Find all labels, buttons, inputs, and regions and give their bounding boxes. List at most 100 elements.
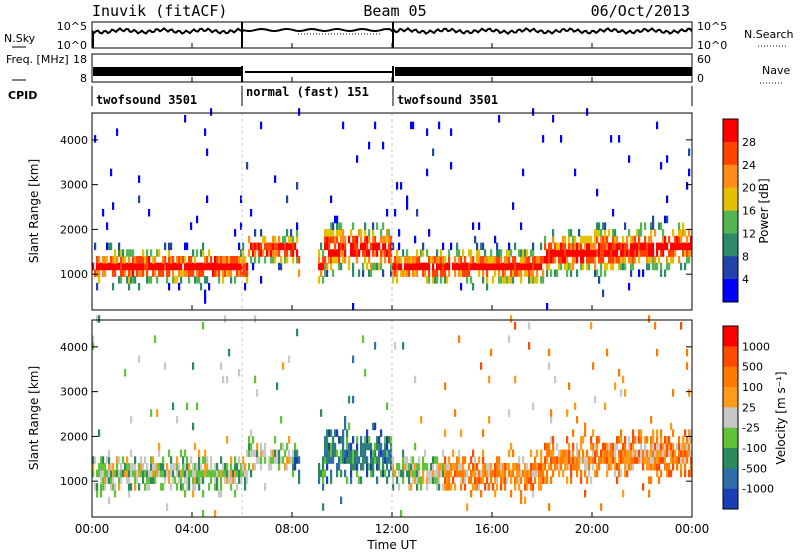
- data-cell: [248, 449, 251, 458]
- data-cell: [218, 489, 221, 498]
- data-cell: [150, 476, 153, 484]
- data-cell: [118, 262, 121, 271]
- data-cell: [604, 449, 607, 458]
- data-cell: [638, 456, 641, 464]
- data-cell: [688, 249, 691, 257]
- data-cell: [374, 262, 377, 271]
- data-cell: [356, 456, 359, 464]
- data-cell: [572, 456, 575, 464]
- data-cell: [492, 483, 495, 491]
- data-cell: [542, 276, 545, 284]
- data-cell: [380, 449, 383, 458]
- data-cell: [124, 262, 127, 271]
- data-cell: [554, 269, 557, 277]
- beam-title: Beam 05: [363, 2, 426, 20]
- data-cell: [366, 463, 369, 471]
- data-cell: [684, 449, 687, 458]
- data-cell: [226, 463, 229, 471]
- data-cell: [270, 449, 273, 458]
- data-cell: [398, 256, 401, 264]
- data-cell: [402, 449, 405, 458]
- data-cell: [520, 269, 523, 277]
- data-cell: [144, 256, 147, 264]
- data-cell: [668, 262, 671, 271]
- data-cell: [556, 269, 559, 277]
- data-cell: [606, 242, 609, 251]
- data-cell: [180, 262, 183, 271]
- data-cell: [208, 469, 211, 478]
- data-cell: [536, 256, 539, 264]
- data-cell: [384, 249, 387, 257]
- data-cell: [350, 229, 353, 237]
- data-cell: [684, 242, 687, 251]
- data-cell: [112, 282, 115, 291]
- data-cell: [414, 256, 417, 264]
- data-cell: [170, 262, 173, 271]
- data-cell: [112, 256, 115, 264]
- data-cell: [374, 235, 377, 244]
- data-cell: [616, 242, 619, 251]
- data-cell: [668, 463, 671, 471]
- data-cell: [394, 269, 397, 277]
- data-cell: [640, 229, 643, 237]
- data-cell: [424, 463, 427, 471]
- data-cell: [408, 463, 411, 471]
- data-cell: [648, 449, 651, 458]
- data-cell: [514, 463, 517, 471]
- data-cell: [546, 476, 549, 484]
- data-cell: [476, 242, 479, 251]
- data-cell: [348, 422, 351, 431]
- data-cell: [380, 429, 383, 437]
- data-cell: [420, 476, 423, 484]
- data-cell: [296, 456, 299, 464]
- data-cell: [348, 449, 351, 458]
- data-cell: [678, 222, 681, 230]
- data-cell: [554, 249, 557, 257]
- data-cell: [552, 456, 555, 464]
- data-cell: [538, 469, 541, 478]
- data-cell: [540, 476, 543, 484]
- data-cell: [136, 476, 139, 484]
- data-cell: [534, 476, 537, 484]
- data-cell: [402, 456, 405, 464]
- data-cell: [204, 456, 207, 464]
- data-cell: [514, 375, 517, 384]
- data-cell: [624, 469, 627, 478]
- data-cell: [628, 456, 631, 464]
- data-cell: [198, 469, 201, 478]
- data-cell: [320, 469, 323, 478]
- data-cell: [138, 469, 141, 478]
- data-cell: [320, 242, 323, 251]
- data-cell: [452, 449, 455, 458]
- data-cell: [340, 449, 343, 458]
- data-cell: [196, 469, 199, 478]
- data-cell: [392, 242, 395, 251]
- data-cell: [648, 249, 651, 257]
- data-cell: [120, 249, 123, 257]
- data-cell: [496, 469, 499, 478]
- data-cell: [686, 256, 689, 264]
- data-cell: [450, 469, 453, 478]
- data-cell: [494, 463, 497, 471]
- data-cell: [604, 442, 607, 451]
- data-cell: [248, 249, 251, 257]
- y-tick-label: 2000: [60, 430, 88, 443]
- data-cell: [118, 276, 121, 284]
- data-cell: [566, 269, 569, 277]
- data-cell: [636, 436, 639, 444]
- data-cell: [646, 463, 649, 471]
- data-cell: [148, 469, 151, 478]
- data-cell: [636, 249, 639, 257]
- data-cell: [668, 436, 671, 444]
- data-cell: [234, 262, 237, 271]
- data-cell: [624, 442, 627, 451]
- data-cell: [460, 269, 463, 277]
- data-cell: [604, 402, 607, 410]
- data-cell: [660, 456, 663, 464]
- data-cell: [228, 476, 231, 484]
- data-cell: [134, 262, 137, 271]
- data-cell: [600, 456, 603, 464]
- data-cell: [472, 449, 475, 458]
- data-cell: [340, 496, 343, 505]
